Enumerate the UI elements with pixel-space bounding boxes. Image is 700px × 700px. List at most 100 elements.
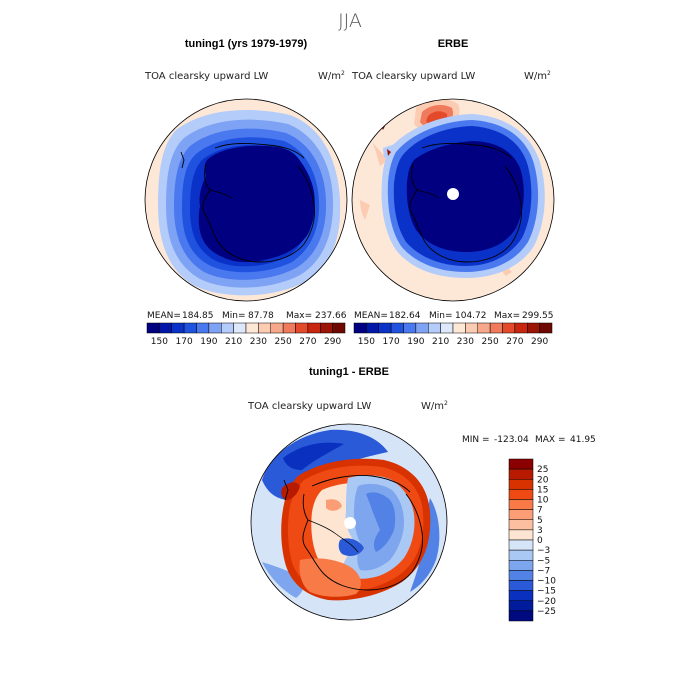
colorbar-swatch (508, 549, 534, 561)
colorbar-swatch (508, 560, 534, 571)
colorbar-swatch (539, 322, 553, 334)
stats-line: MEAN= 182.64 Min= 104.72 Max= 299.55 (354, 311, 554, 321)
panel-difference: tuning1 - ERBE TOA clearsky upward LW W/… (247, 366, 596, 622)
colorbar-tick-label: 25 (537, 465, 548, 475)
panel-title: tuning1 (yrs 1979-1979) (185, 38, 308, 50)
colorbar-tick-label: 15 (537, 485, 548, 495)
map-boundary (351, 98, 555, 302)
svg-text:-123.04: -123.04 (494, 435, 529, 445)
colorbar-swatch (353, 322, 367, 334)
colorbar-tick-label: −10 (537, 577, 556, 587)
colorbar-swatch (221, 322, 234, 334)
svg-text:299.55: 299.55 (522, 311, 554, 321)
colorbar-tick-label: 150 (358, 337, 375, 347)
colorbar-swatch (489, 322, 503, 334)
colorbar-swatch (146, 322, 160, 334)
panel-observations: ERBE TOA clearsky upward LW W/m2 MEAN= (351, 38, 555, 347)
variable-label: TOA clearsky upward LW (351, 71, 475, 82)
colorbar-swatch (390, 322, 404, 334)
diff-stats-line: MIN = -123.04 MAX = 41.95 (462, 435, 596, 445)
colorbar-swatch (295, 322, 309, 334)
colorbar-swatch (508, 499, 534, 510)
colorbar-swatch (282, 322, 296, 334)
svg-text:Min=: Min= (222, 311, 246, 321)
colorbar-tick-label: 150 (151, 337, 168, 347)
colorbar-tick-label: 290 (324, 337, 341, 347)
colorbar-swatch (403, 322, 417, 334)
svg-text:184.85: 184.85 (182, 311, 214, 321)
map-boundary (144, 98, 348, 302)
panel-title: ERBE (438, 38, 469, 50)
colorbar-tick-label: 250 (275, 337, 292, 347)
svg-text:MIN =: MIN = (462, 435, 490, 445)
colorbar-swatch (508, 509, 534, 520)
svg-text:104.72: 104.72 (455, 311, 487, 321)
colorbar-swatch (171, 322, 185, 334)
colorbar-swatch (233, 322, 247, 334)
svg-text:41.95: 41.95 (570, 435, 596, 445)
colorbar-swatch (527, 322, 540, 334)
colorbar-model: 150 170 190 210 230 250 270 290 (146, 322, 346, 347)
colorbar-tick-label: 230 (250, 337, 267, 347)
colorbar-swatch (320, 322, 333, 334)
colorbar-swatch (508, 468, 534, 480)
colorbar-tick-label: 230 (457, 337, 474, 347)
colorbar-swatch (508, 479, 534, 490)
colorbar-tick-label: 7 (537, 506, 543, 516)
colorbar-tick-label: 270 (506, 337, 523, 347)
panel-title: tuning1 - ERBE (309, 366, 389, 378)
units-label: W/m2 (318, 70, 345, 82)
colorbar-swatch (508, 580, 534, 591)
map-boundary (250, 423, 448, 621)
colorbar-swatch (258, 322, 271, 334)
colorbar-swatch (196, 322, 210, 334)
colorbar-tick-label: 190 (407, 337, 424, 347)
variable-label: TOA clearsky upward LW (247, 401, 371, 412)
colorbar-swatch (502, 322, 516, 334)
colorbar-tick-label: 250 (482, 337, 499, 347)
colorbar-tick-label: 190 (200, 337, 217, 347)
colorbar-swatch (378, 322, 392, 334)
colorbar-swatch (415, 322, 429, 334)
svg-text:MEAN=: MEAN= (147, 311, 181, 321)
colorbar-swatch (332, 322, 346, 334)
colorbar-tick-label: −3 (537, 546, 550, 556)
colorbar-swatch (208, 322, 222, 334)
colorbar-swatch (270, 322, 284, 334)
colorbar-tick-label: −7 (537, 566, 550, 576)
colorbar-tick-label: −25 (537, 607, 556, 617)
stats-line: MEAN= 184.85 Min= 87.78 Max= 237.66 (147, 311, 347, 321)
panel-model: tuning1 (yrs 1979-1979) TOA clearsky upw… (144, 38, 348, 347)
units-label: W/m2 (421, 400, 448, 412)
colorbar-tick-label: 270 (299, 337, 316, 347)
colorbar-swatch (508, 458, 534, 470)
colorbar-swatch (477, 322, 491, 334)
colorbar-tick-label: 20 (537, 475, 549, 485)
colorbar-swatch (508, 529, 534, 541)
colorbar-swatch (307, 322, 321, 334)
colorbar-swatch (508, 539, 534, 551)
colorbar-swatch (245, 322, 259, 334)
colorbar-swatch (452, 322, 466, 334)
colorbar-swatch (508, 610, 534, 622)
colorbar-tick-label: 170 (176, 337, 193, 347)
svg-text:182.64: 182.64 (389, 311, 421, 321)
colorbar-tick-label: 0 (537, 536, 543, 546)
units-label: W/m2 (524, 70, 551, 82)
colorbar-swatch (428, 322, 441, 334)
svg-text:87.78: 87.78 (248, 311, 274, 321)
svg-text:MAX =: MAX = (535, 435, 566, 445)
colorbar-tick-label: 170 (383, 337, 400, 347)
colorbar-swatch (514, 322, 528, 334)
svg-text:Min=: Min= (429, 311, 453, 321)
colorbar-swatch (508, 600, 534, 612)
colorbar-observations: 150 170 190 210 230 250 270 290 (353, 322, 553, 347)
colorbar-swatch (159, 322, 172, 334)
figure-title: JJA (338, 10, 362, 32)
colorbar-swatch (183, 322, 197, 334)
svg-text:Max=: Max= (286, 311, 312, 321)
colorbar-swatch (508, 590, 534, 601)
colorbar-swatch (366, 322, 379, 334)
